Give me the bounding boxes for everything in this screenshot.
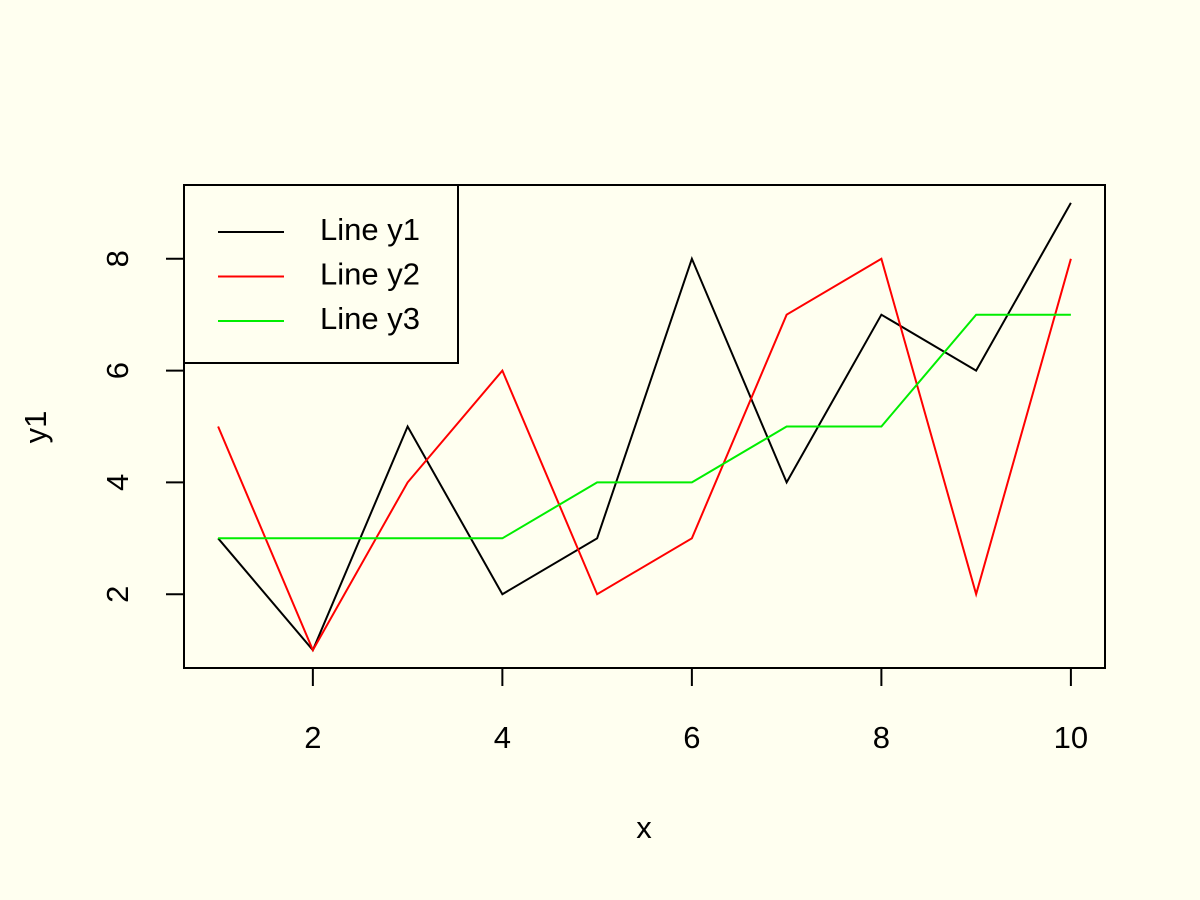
- y-tick-label: 8: [100, 250, 135, 267]
- data-line: [218, 313, 1071, 540]
- legend-label: Line y1: [320, 212, 420, 247]
- y-tick-label: 6: [100, 362, 135, 379]
- legend-box: [183, 184, 459, 364]
- legend-label: Line y3: [320, 301, 420, 336]
- x-tick-label: 10: [1054, 720, 1088, 755]
- x-tick-label: 8: [873, 720, 890, 755]
- y-tick-label: 4: [100, 474, 135, 491]
- legend-label: Line y2: [320, 257, 420, 292]
- y-tick-label: 2: [100, 586, 135, 603]
- x-axis-label: x: [636, 810, 652, 845]
- x-tick-label: 2: [304, 720, 321, 755]
- x-tick-label: 6: [683, 720, 700, 755]
- y-axis-label: y1: [18, 411, 53, 444]
- plot-frame: [183, 184, 1106, 669]
- data-line: [217, 257, 1072, 653]
- x-tick-label: 4: [494, 720, 511, 755]
